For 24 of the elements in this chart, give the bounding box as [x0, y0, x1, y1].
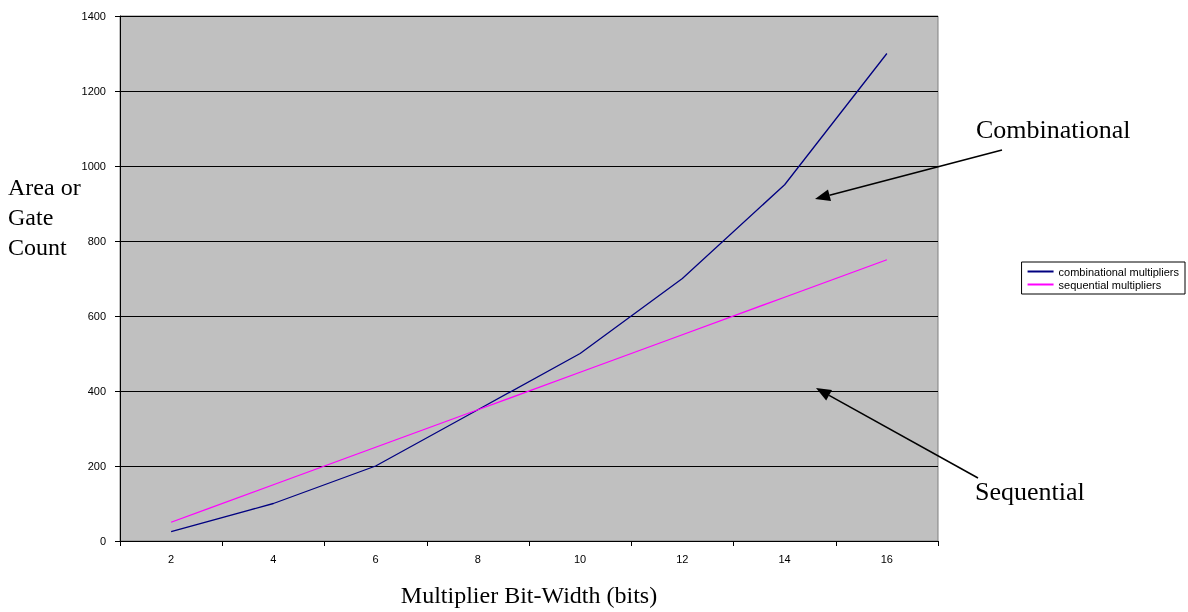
x-tick-label: 16 — [880, 552, 893, 565]
x-axis-title: Multiplier Bit-Width (bits) — [400, 582, 658, 608]
text: Sequential — [975, 476, 1085, 506]
line-series — [170, 259, 888, 523]
x-tick-label: 4 — [270, 552, 277, 565]
line-series — [170, 52, 888, 533]
x-tick-label: 6 — [372, 552, 379, 565]
y-axis-title: Area or Gate Count — [8, 174, 87, 260]
y-tick-label: 600 — [87, 310, 106, 322]
x-tick-label: 2 — [168, 552, 175, 565]
x-tick-label: 10 — [574, 552, 587, 565]
y-tick-label: 400 — [87, 385, 106, 397]
y-tick-label: 0 — [99, 535, 106, 547]
text: Combinational — [976, 114, 1131, 144]
y-tick-label: 800 — [87, 235, 106, 247]
y-tick-label: 1000 — [81, 160, 106, 172]
x-tick-label: 8 — [474, 552, 481, 565]
y-tick-label: 200 — [87, 460, 106, 472]
legend-label: sequential multipliers — [1058, 278, 1162, 291]
y-tick-label: 1400 — [81, 10, 106, 22]
legend-label: combinational multipliers — [1058, 265, 1180, 278]
y-tick-label: 1200 — [81, 85, 106, 97]
x-tick-label: 14 — [778, 552, 791, 565]
x-tick-label: 12 — [676, 552, 689, 565]
